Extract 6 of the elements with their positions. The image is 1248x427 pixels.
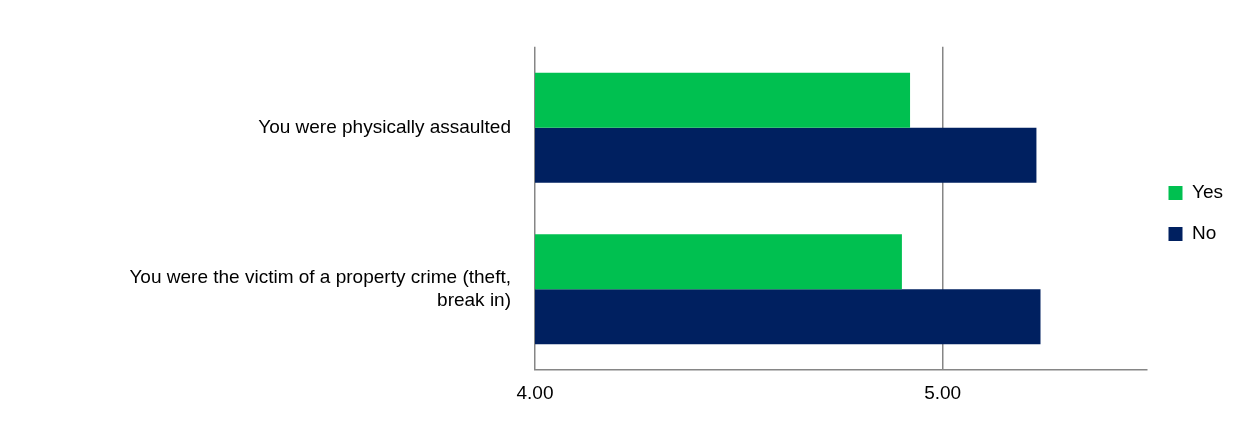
legend-label: No <box>1192 222 1217 244</box>
legend-label: Yes <box>1192 181 1223 203</box>
y-tick-label: You were the victim of a property crime (theft, break in) <box>129 266 511 310</box>
x-tick-label: 5.00 <box>924 381 962 403</box>
y-tick-label: You were physically assaulted <box>258 115 511 137</box>
x-tick-label: 4.00 <box>516 381 554 403</box>
